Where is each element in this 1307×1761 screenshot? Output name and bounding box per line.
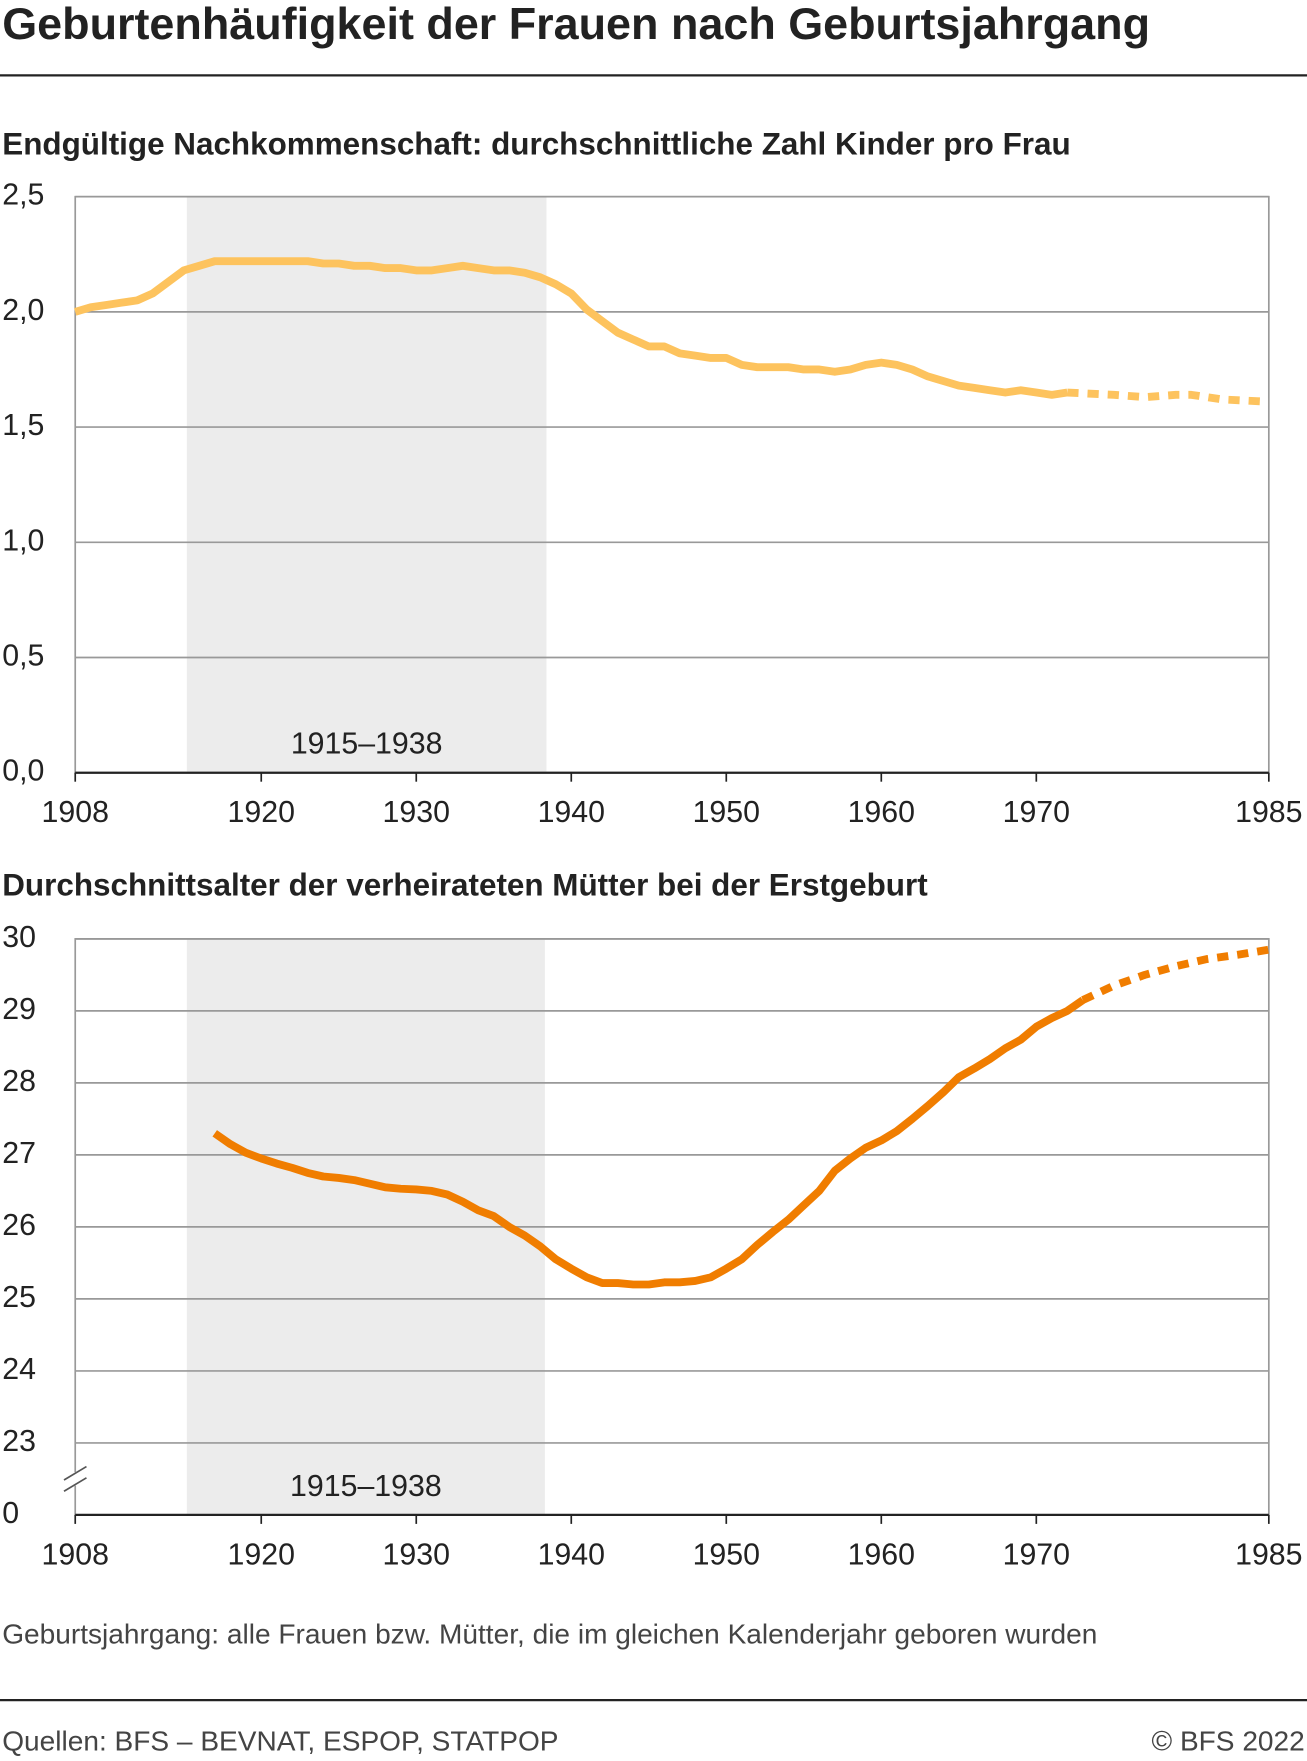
y-tick-label: 26 xyxy=(2,1209,36,1242)
shade-label: 1915–1938 xyxy=(291,728,443,761)
x-tick-label: 1950 xyxy=(693,796,760,829)
y-tick-label: 0 xyxy=(2,1497,19,1530)
data-line xyxy=(1081,945,1270,1004)
y-tick-label: 1,5 xyxy=(2,409,44,442)
y-tick-label: 25 xyxy=(2,1281,36,1314)
x-tick-label: 1930 xyxy=(383,796,450,829)
axis-break-gap xyxy=(64,1472,87,1486)
x-tick-label: 1920 xyxy=(228,1538,295,1571)
y-tick-label: 29 xyxy=(2,993,36,1026)
x-tick-label: 1985 xyxy=(1235,796,1302,829)
x-tick-label: 1985 xyxy=(1235,1538,1302,1571)
x-tick-label: 1960 xyxy=(848,1538,915,1571)
y-tick-label: 1,0 xyxy=(2,524,44,557)
x-tick-label: 1940 xyxy=(538,1538,605,1571)
y-tick-label: 0,5 xyxy=(2,640,44,673)
source: Quellen: BFS – BEVNAT, ESPOP, STATPOP xyxy=(2,1725,558,1756)
x-tick-label: 1908 xyxy=(42,796,109,829)
chart-title: Endgültige Nachkommenschaft: durchschnit… xyxy=(2,126,1070,161)
data-line xyxy=(74,257,1068,399)
y-tick-label: 2,5 xyxy=(2,179,44,212)
y-tick-label: 0,0 xyxy=(2,755,44,788)
shade-label: 1915–1938 xyxy=(290,1470,442,1503)
x-tick-label: 1970 xyxy=(1003,796,1070,829)
x-tick-label: 1908 xyxy=(42,1538,109,1571)
x-tick-label: 1930 xyxy=(383,1538,450,1571)
chart-title: Durchschnittsalter der verheirateten Müt… xyxy=(2,868,928,903)
x-tick-label: 1920 xyxy=(228,796,295,829)
x-tick-label: 1960 xyxy=(848,796,915,829)
data-line xyxy=(1067,388,1270,406)
y-tick-label: 2,0 xyxy=(2,294,44,327)
y-tick-label: 23 xyxy=(2,1425,36,1458)
data-line xyxy=(212,996,1086,1289)
shaded-period xyxy=(186,196,547,773)
x-tick-label: 1970 xyxy=(1003,1538,1070,1571)
copyright: © BFS 2022 xyxy=(1151,1725,1304,1756)
y-tick-label: 27 xyxy=(2,1137,36,1170)
x-tick-label: 1950 xyxy=(693,1538,760,1571)
y-tick-label: 28 xyxy=(2,1065,36,1098)
y-tick-label: 24 xyxy=(2,1353,36,1386)
y-tick-label: 30 xyxy=(2,921,36,954)
note: Geburtsjahrgang: alle Frauen bzw. Mütter… xyxy=(2,1619,1097,1650)
axis-break xyxy=(63,1465,87,1481)
axis-break xyxy=(63,1477,87,1492)
page-title: Geburtenhäufigkeit der Frauen nach Gebur… xyxy=(2,0,1150,49)
x-tick-label: 1940 xyxy=(538,796,605,829)
